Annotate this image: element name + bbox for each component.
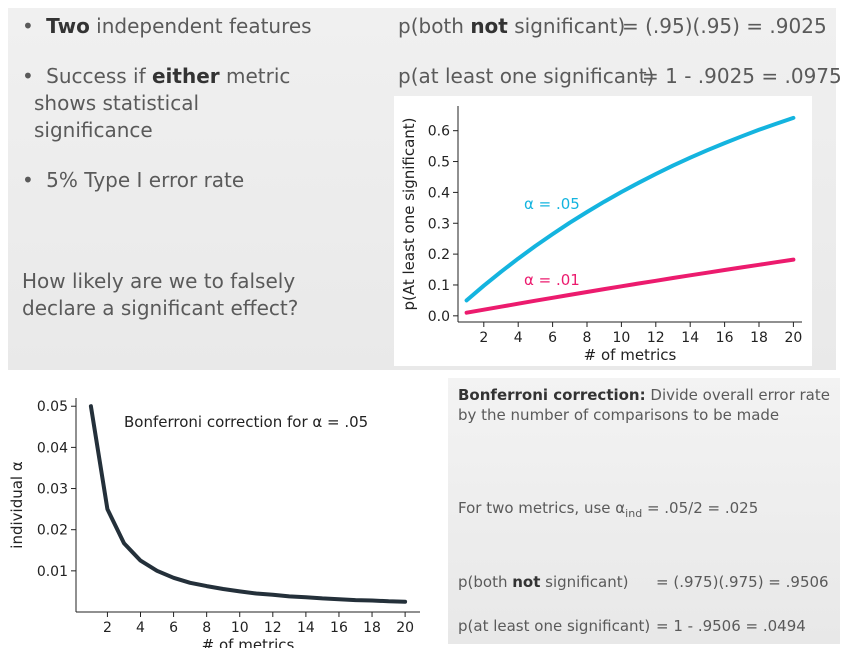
bonferroni-chart: 2 4 6 8 10 12 14 16 18 20 0.01 0.02 0.03 0.04 0.05 # of… xyxy=(8,398,420,652)
question-line1: How likely are we to falsely xyxy=(22,269,296,293)
chart-title: Bonferroni correction for α = .05 xyxy=(124,413,368,431)
y-tick-label: 0.03 xyxy=(37,482,68,498)
bullet-success-line2: shows statistical xyxy=(34,91,200,115)
x-tick-label: 2 xyxy=(479,330,488,346)
y-tick-label: 0.3 xyxy=(428,216,450,232)
x-axis-label: # of metrics xyxy=(202,636,295,648)
x-tick-label: 20 xyxy=(784,330,802,346)
bullet-two-features: Two independent features xyxy=(22,14,311,38)
multiple-metrics-error-chart: 2 4 6 8 10 12 14 16 18 20 0.0 0.1 0.2 0.3 0.4 0.5 0.6 # o… xyxy=(400,106,802,364)
x-axis-label: # of metrics xyxy=(584,346,677,364)
question-line2: declare a significant effect? xyxy=(22,296,299,320)
x-tick-label: 16 xyxy=(330,620,348,636)
series-label-alpha-01: α = .01 xyxy=(524,271,580,289)
series-line-1 xyxy=(464,115,796,303)
x-tick-label: 6 xyxy=(169,620,178,636)
y-tick-label: 0.1 xyxy=(428,278,450,294)
two-metrics-alpha: For two metrics, use αind = .05/2 = .025 xyxy=(458,499,759,520)
y-tick-label: 0.01 xyxy=(37,564,68,580)
y-tick-label: 0.6 xyxy=(428,124,450,140)
bottom-equation-at-least-one: p(at least one significant) xyxy=(458,617,651,635)
x-tick-label: 16 xyxy=(716,330,734,346)
series-label-alpha-05: α = .05 xyxy=(524,195,580,213)
bonferroni-heading: Bonferroni correction: Divide overall er… xyxy=(458,386,830,404)
bottom-equation-at-least-one-value: = 1 - .9506 = .0494 xyxy=(656,617,806,635)
x-tick-label: 6 xyxy=(548,330,557,346)
bottom-chart-container: 2 4 6 8 10 12 14 16 18 20 0.01 0.02 0.03 0.04 0.05 # of… xyxy=(8,390,428,652)
x-tick-label: 4 xyxy=(136,620,145,636)
y-tick-label: 0.5 xyxy=(428,155,450,171)
y-tick-label: 0.0 xyxy=(428,309,450,325)
y-tick-label: 0.4 xyxy=(428,185,450,201)
x-tick-label: 14 xyxy=(681,330,699,346)
y-tick-label: 0.2 xyxy=(428,247,450,263)
top-equation-at-least-one-value: = 1 - .9025 = .0975 xyxy=(642,64,842,88)
y-axis-label: individual α xyxy=(8,461,26,549)
y-tick-label: 0.02 xyxy=(37,523,68,539)
x-tick-label: 20 xyxy=(396,620,414,636)
x-tick-label: 4 xyxy=(514,330,523,346)
x-tick-label: 10 xyxy=(612,330,630,346)
x-tick-label: 8 xyxy=(583,330,592,346)
bullet-success-either: Success if either metric xyxy=(22,64,290,88)
y-tick-label: 0.05 xyxy=(37,399,68,415)
bonferroni-heading-line2: by the number of comparisons to be made xyxy=(458,406,780,424)
series-line-1 xyxy=(88,404,408,604)
x-tick-label: 8 xyxy=(202,620,211,636)
series-line-2 xyxy=(464,257,796,315)
y-tick-label: 0.04 xyxy=(37,440,68,456)
x-tick-label: 2 xyxy=(103,620,112,636)
top-equation-at-least-one: p(at least one significant) xyxy=(398,64,655,88)
bullet-type1-error: 5% Type I error rate xyxy=(22,168,244,192)
top-equation-both-not-value: = (.95)(.95) = .9025 xyxy=(622,14,827,38)
top-equation-both-not: p(both not significant) xyxy=(398,14,626,38)
x-tick-label: 10 xyxy=(231,620,249,636)
bullet-success-line3: significance xyxy=(34,118,153,142)
x-tick-label: 12 xyxy=(264,620,282,636)
y-axis-label: p(At least one significant) xyxy=(400,117,418,310)
bottom-equation-both-not-value: = (.975)(.975) = .9506 xyxy=(656,573,829,591)
top-chart-container: 2 4 6 8 10 12 14 16 18 20 0.0 0.1 0.2 0.3 0.4 0.5 0.6 # o… xyxy=(394,96,812,366)
bonferroni-explanation-panel xyxy=(448,378,840,644)
x-tick-label: 14 xyxy=(297,620,315,636)
bottom-equation-both-not: p(both not significant) xyxy=(458,573,629,591)
x-tick-label: 18 xyxy=(750,330,768,346)
x-tick-label: 18 xyxy=(363,620,381,636)
x-tick-label: 12 xyxy=(647,330,665,346)
